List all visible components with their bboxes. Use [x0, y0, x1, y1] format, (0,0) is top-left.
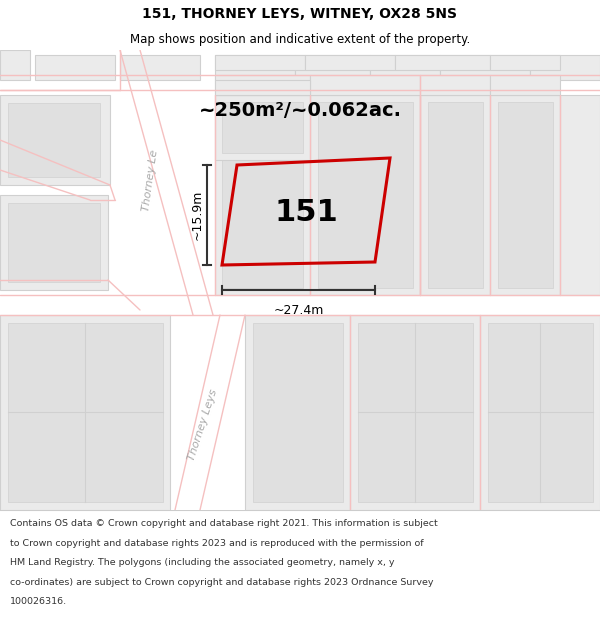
Polygon shape: [215, 55, 305, 70]
Polygon shape: [310, 95, 420, 295]
Polygon shape: [0, 315, 170, 510]
Polygon shape: [215, 95, 310, 295]
Polygon shape: [488, 323, 593, 502]
Polygon shape: [253, 323, 343, 502]
Polygon shape: [350, 315, 480, 510]
Polygon shape: [358, 323, 473, 502]
Text: 100026316.: 100026316.: [10, 598, 67, 606]
Polygon shape: [318, 102, 413, 288]
Polygon shape: [480, 315, 600, 510]
Text: ~250m²/~0.062ac.: ~250m²/~0.062ac.: [199, 101, 401, 119]
Text: ~27.4m: ~27.4m: [274, 304, 323, 317]
Polygon shape: [295, 55, 370, 80]
Polygon shape: [215, 80, 310, 95]
Polygon shape: [35, 55, 115, 80]
Polygon shape: [0, 95, 110, 185]
Text: Map shows position and indicative extent of the property.: Map shows position and indicative extent…: [130, 32, 470, 46]
Polygon shape: [8, 323, 163, 502]
Polygon shape: [215, 95, 310, 160]
Text: 151: 151: [274, 198, 338, 227]
Polygon shape: [490, 55, 560, 70]
Polygon shape: [395, 55, 490, 70]
Text: to Crown copyright and database rights 2023 and is reproduced with the permissio: to Crown copyright and database rights 2…: [10, 539, 424, 548]
Polygon shape: [420, 95, 490, 295]
Polygon shape: [0, 50, 30, 80]
Polygon shape: [222, 102, 303, 153]
Polygon shape: [560, 95, 600, 295]
Polygon shape: [0, 195, 108, 290]
Polygon shape: [305, 55, 395, 70]
Text: Thorney Le: Thorney Le: [141, 149, 159, 211]
Polygon shape: [490, 75, 560, 95]
Polygon shape: [8, 203, 100, 282]
Text: ~15.9m: ~15.9m: [191, 190, 203, 240]
Polygon shape: [215, 90, 310, 95]
Polygon shape: [370, 55, 440, 80]
Text: HM Land Registry. The polygons (including the associated geometry, namely x, y: HM Land Registry. The polygons (includin…: [10, 558, 395, 568]
Text: Contains OS data © Crown copyright and database right 2021. This information is : Contains OS data © Crown copyright and d…: [10, 519, 438, 528]
Polygon shape: [428, 102, 483, 288]
Polygon shape: [215, 75, 310, 95]
Text: Thorney Leys: Thorney Leys: [187, 388, 219, 462]
Polygon shape: [420, 75, 490, 95]
Text: 151, THORNEY LEYS, WITNEY, OX28 5NS: 151, THORNEY LEYS, WITNEY, OX28 5NS: [143, 7, 458, 21]
Polygon shape: [498, 102, 553, 288]
Polygon shape: [222, 102, 303, 288]
Polygon shape: [490, 95, 560, 295]
Polygon shape: [245, 315, 350, 510]
Polygon shape: [310, 75, 420, 95]
Polygon shape: [120, 55, 200, 80]
Polygon shape: [530, 55, 600, 80]
Polygon shape: [8, 103, 100, 177]
Polygon shape: [215, 55, 295, 80]
Polygon shape: [440, 55, 530, 80]
Text: co-ordinates) are subject to Crown copyright and database rights 2023 Ordnance S: co-ordinates) are subject to Crown copyr…: [10, 578, 434, 587]
